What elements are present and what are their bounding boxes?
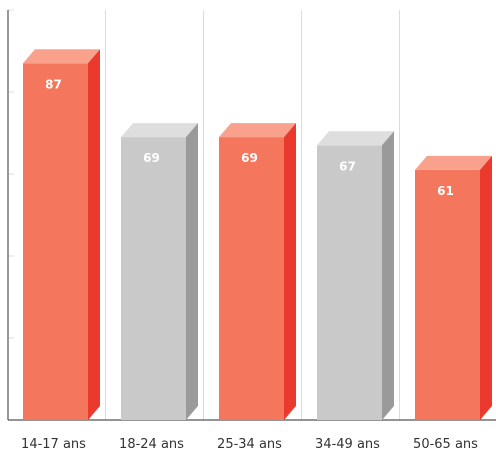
bar-top-face	[219, 123, 296, 138]
category-label: 34-49 ans	[315, 437, 380, 452]
bar	[23, 49, 100, 421]
bar-value-label: 87	[45, 77, 62, 91]
bar	[219, 123, 296, 420]
category-labels: 14-17 ans 18-24 ans 25-34 ans 34-49 ans 50-6…	[21, 437, 478, 452]
bar-value-label: 61	[437, 184, 454, 198]
bar-front-face	[219, 137, 284, 420]
bar-value-label: 69	[241, 151, 258, 165]
bar-value-label: 69	[143, 151, 160, 165]
bar-front-face	[121, 137, 186, 420]
category-label: 50-65 ans	[413, 437, 478, 452]
bar	[317, 131, 394, 421]
bar-front-face	[415, 169, 480, 420]
bar	[415, 155, 492, 420]
bars	[23, 49, 492, 421]
bar-front-face	[23, 63, 88, 421]
bar-value-label: 67	[339, 159, 356, 173]
bar-side-face	[186, 123, 198, 420]
value-labels: 87 69 69 67 61	[45, 77, 454, 198]
bar-top-face	[23, 49, 100, 64]
bar-side-face	[284, 123, 296, 420]
grid-lines	[8, 9, 400, 420]
bar-side-face	[480, 155, 492, 420]
bar-top-face	[121, 123, 198, 138]
bar-side-face	[88, 49, 100, 421]
category-label: 18-24 ans	[119, 437, 184, 452]
category-label: 25-34 ans	[217, 437, 282, 452]
bar-side-face	[382, 131, 394, 421]
bar	[121, 123, 198, 420]
category-label: 14-17 ans	[21, 437, 86, 452]
bar-top-face	[317, 131, 394, 146]
bar-front-face	[317, 145, 382, 421]
bar-top-face	[415, 155, 492, 170]
